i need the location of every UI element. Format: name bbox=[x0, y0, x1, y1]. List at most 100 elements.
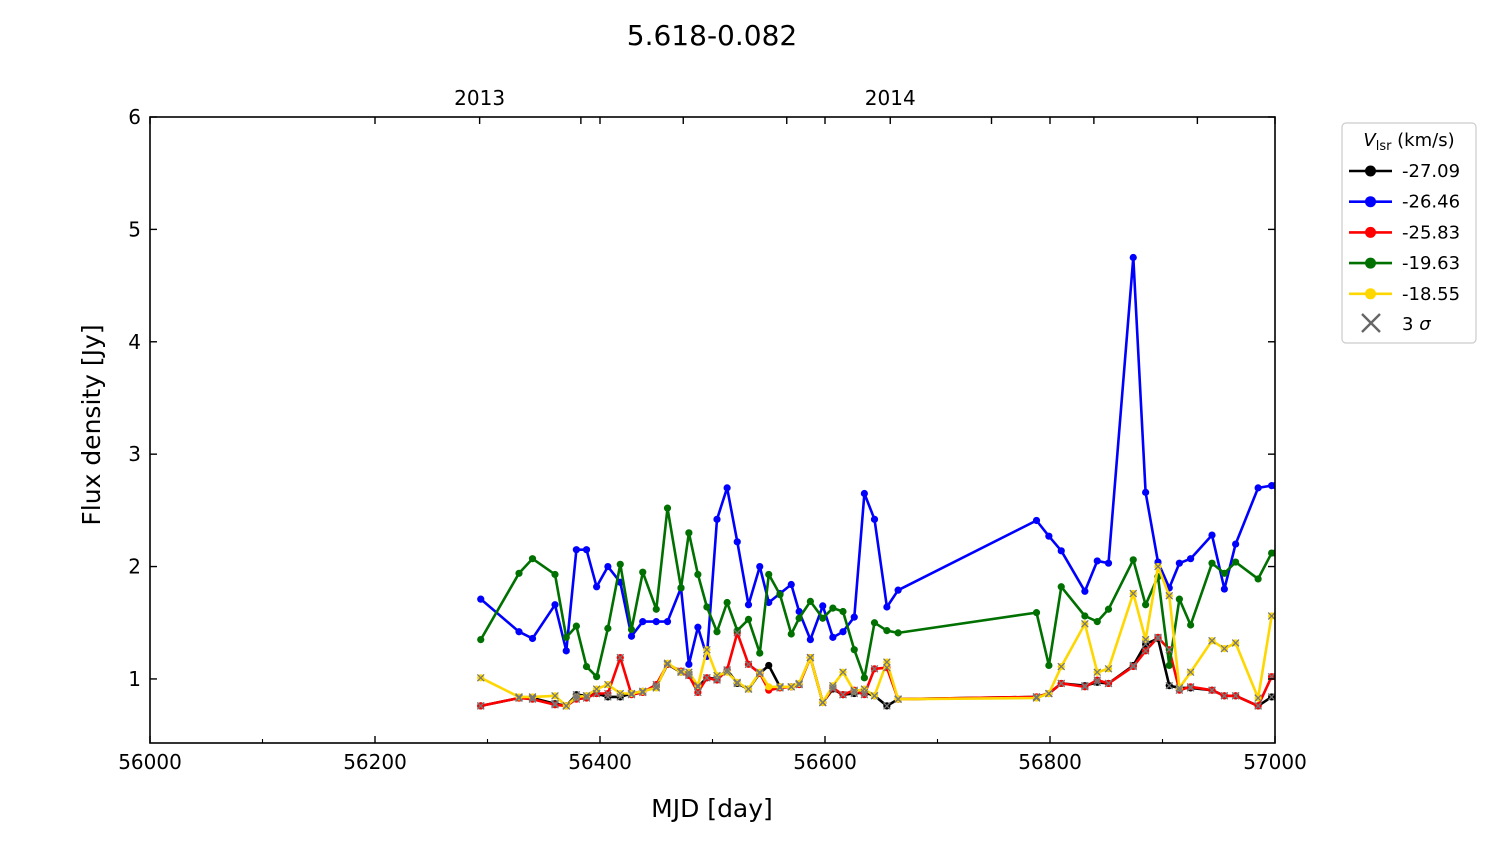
three-sigma-marker bbox=[860, 688, 869, 697]
data-point bbox=[870, 619, 879, 627]
data-point bbox=[1232, 540, 1240, 548]
legend: Vlsr (km/s) -27.09 -26.46 -25.83 -19.63 -18.… bbox=[1341, 122, 1477, 344]
data-point bbox=[883, 627, 891, 635]
three-sigma-marker bbox=[652, 680, 661, 689]
three-sigma-marker bbox=[1175, 686, 1184, 695]
data-point bbox=[829, 633, 837, 641]
three-sigma-marker bbox=[677, 668, 685, 677]
legend-marker bbox=[1365, 165, 1376, 177]
data-point bbox=[639, 618, 647, 626]
data-point bbox=[860, 489, 868, 498]
three-sigma-marker bbox=[839, 690, 847, 699]
data-point bbox=[806, 597, 814, 605]
legend-label: -25.83 bbox=[1402, 222, 1460, 243]
data-point bbox=[787, 630, 795, 638]
legend-label: -19.63 bbox=[1402, 253, 1460, 274]
x-tick-label: 56400 bbox=[568, 750, 632, 774]
three-sigma-marker bbox=[1267, 612, 1275, 620]
x-tick-label: 56000 bbox=[118, 750, 182, 774]
three-sigma-marker bbox=[1081, 620, 1089, 628]
three-sigma-marker bbox=[744, 685, 753, 693]
three-sigma-marker bbox=[582, 694, 591, 702]
three-sigma-marker bbox=[685, 671, 693, 680]
legend-entry: -19.63 bbox=[1349, 253, 1460, 274]
three-sigma-marker bbox=[1220, 644, 1229, 653]
three-sigma-marker bbox=[604, 680, 612, 689]
three-sigma-marker bbox=[582, 691, 591, 700]
three-sigma-marker bbox=[1141, 635, 1150, 644]
plot-frame bbox=[149, 116, 1276, 744]
three-sigma-marker bbox=[1254, 702, 1262, 710]
three-sigma-marker bbox=[776, 682, 784, 691]
three-sigma-marker bbox=[1129, 589, 1138, 598]
three-sigma-marker bbox=[663, 660, 672, 669]
three-sigma-marker bbox=[755, 669, 764, 678]
three-sigma-marker bbox=[870, 664, 879, 673]
data-point bbox=[627, 625, 636, 634]
three-sigma-marker bbox=[551, 700, 559, 709]
data-point bbox=[1129, 253, 1137, 262]
data-point bbox=[733, 538, 741, 546]
chart-title: 5.618-0.082 bbox=[627, 19, 797, 52]
three-sigma-marker bbox=[703, 645, 711, 654]
data-point bbox=[839, 628, 847, 636]
three-sigma-marker bbox=[1104, 664, 1113, 673]
three-sigma-marker bbox=[818, 698, 827, 707]
three-sigma-marker bbox=[850, 686, 859, 695]
data-point bbox=[694, 623, 702, 631]
three-sigma-marker bbox=[604, 689, 612, 698]
three-sigma-marker bbox=[883, 663, 891, 672]
three-sigma-marker bbox=[528, 694, 537, 702]
x-tick-label: 57000 bbox=[1243, 750, 1307, 774]
data-point bbox=[1175, 559, 1183, 567]
three-sigma-marker bbox=[1254, 694, 1262, 702]
data-point bbox=[528, 634, 537, 643]
three-sigma-marker bbox=[616, 653, 625, 662]
three-sigma-marker bbox=[839, 668, 847, 677]
data-point bbox=[756, 649, 764, 657]
data-point bbox=[1045, 532, 1053, 540]
data-point bbox=[572, 622, 580, 630]
legend-marker bbox=[1365, 288, 1376, 300]
three-sigma-marker bbox=[850, 687, 859, 696]
three-sigma-marker bbox=[1165, 681, 1174, 690]
legend-marker bbox=[1365, 226, 1376, 238]
data-point bbox=[562, 647, 570, 655]
legend-marker-x bbox=[1361, 313, 1381, 333]
data-point bbox=[894, 586, 902, 594]
y-tick-label: 6 bbox=[128, 105, 141, 129]
legend-box bbox=[1341, 122, 1477, 344]
three-sigma-marker bbox=[1081, 682, 1089, 691]
data-point bbox=[582, 546, 591, 554]
three-sigma-marker bbox=[1231, 639, 1240, 647]
data-point bbox=[894, 629, 902, 637]
three-sigma-marker bbox=[627, 689, 636, 698]
data-point bbox=[593, 583, 601, 591]
three-sigma-marker bbox=[829, 681, 837, 690]
three-sigma-marker bbox=[860, 690, 869, 699]
series-line bbox=[479, 256, 1275, 666]
data-point bbox=[1081, 612, 1089, 620]
x-tick-label: 56800 bbox=[1018, 750, 1082, 774]
data-point bbox=[604, 624, 612, 632]
three-sigma-marker bbox=[1186, 684, 1195, 692]
three-sigma-marker bbox=[1175, 684, 1184, 692]
data-point bbox=[1032, 609, 1041, 617]
data-point bbox=[582, 662, 591, 671]
data-point bbox=[551, 601, 559, 609]
three-sigma-marker bbox=[1057, 679, 1066, 688]
data-point bbox=[1232, 558, 1240, 566]
three-sigma-marker bbox=[1093, 668, 1102, 677]
data-point bbox=[1104, 559, 1113, 567]
three-sigma-marker bbox=[713, 671, 721, 680]
data-point bbox=[1045, 661, 1053, 670]
y-axis-title: Flux density [Jy] bbox=[77, 324, 106, 525]
data-point bbox=[883, 603, 891, 611]
data-point bbox=[723, 484, 731, 492]
data-point bbox=[685, 660, 693, 668]
three-sigma-marker bbox=[860, 685, 869, 693]
x-tick-label: 56600 bbox=[793, 750, 857, 774]
three-sigma-marker bbox=[883, 658, 891, 666]
legend-entry-3sigma: 3 σ bbox=[1361, 313, 1431, 335]
three-sigma-marker bbox=[733, 629, 742, 637]
